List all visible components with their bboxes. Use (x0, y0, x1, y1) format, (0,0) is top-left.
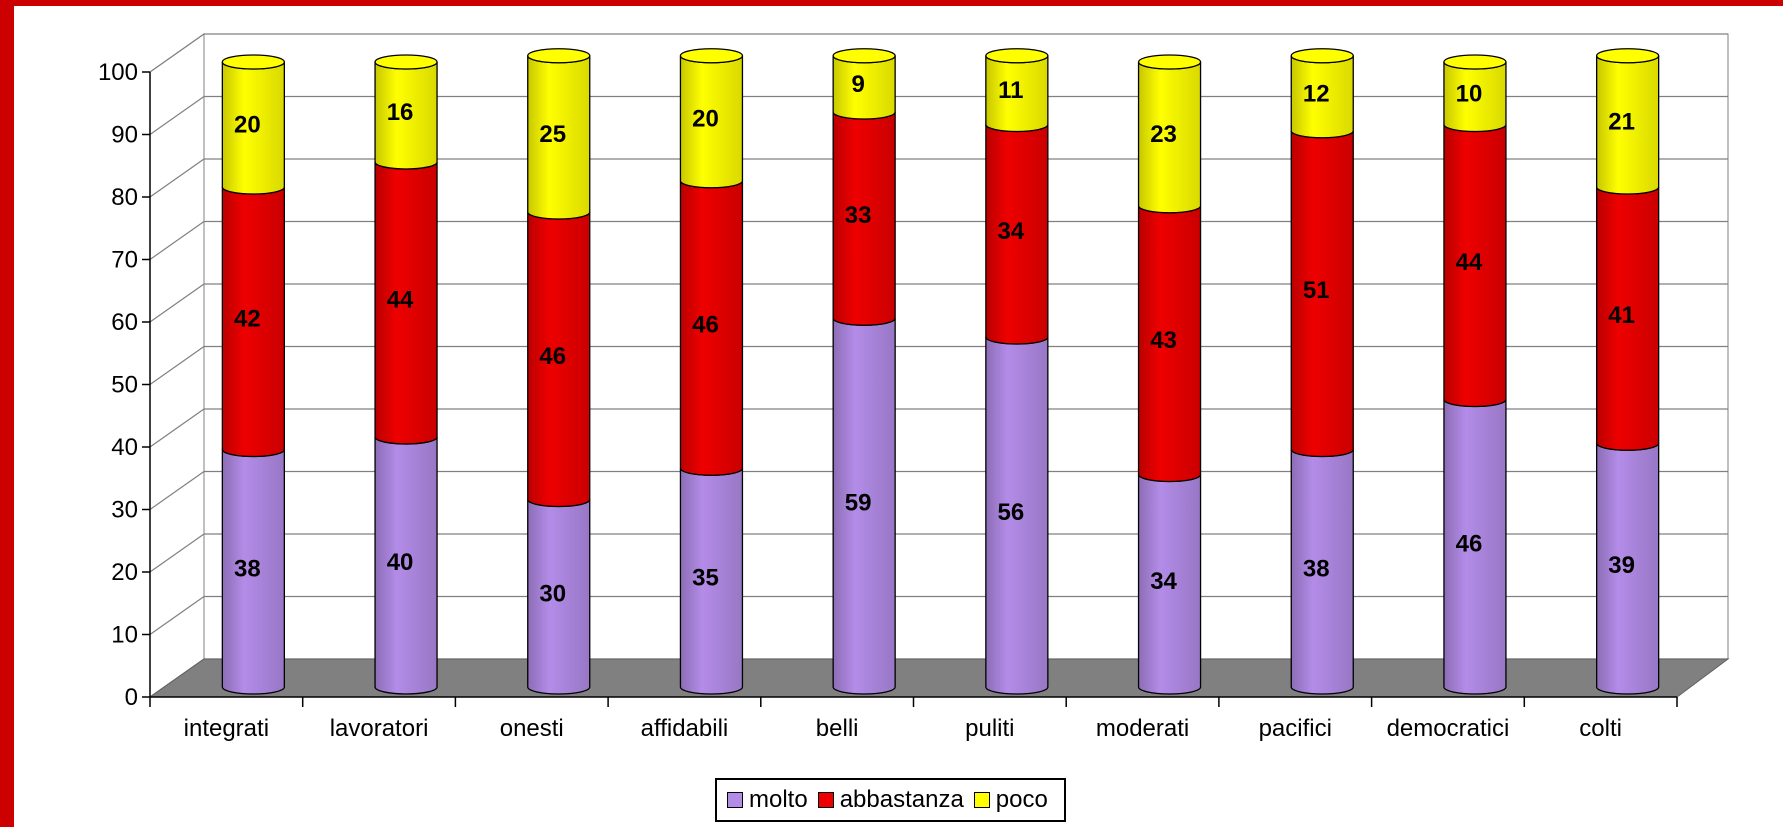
legend-label-molto: molto (749, 786, 808, 813)
data-label-molto-moderati: 34 (1150, 568, 1177, 595)
red-frame-left (0, 0, 14, 827)
data-label-abbastanza-onesti: 46 (539, 343, 566, 370)
gridline (149, 533, 1728, 573)
y-tick-label: 60 (111, 309, 138, 336)
data-label-abbastanza-lavoratori: 44 (387, 287, 414, 314)
bar-top-cap-onesti (527, 48, 591, 64)
legend-swatch-abbastanza (817, 792, 834, 808)
y-tick-label: 40 (111, 434, 138, 461)
y-axis: 0 10 20 30 40 50 60 70 80 90 100 (98, 59, 151, 711)
y-tick-label: 50 (111, 372, 138, 399)
data-label-molto-puliti: 56 (997, 499, 1024, 526)
bar-top-cap-lavoratori (374, 54, 438, 70)
x-tick-label: onesti (500, 715, 564, 742)
legend-label-abbastanza: abbastanza (839, 786, 964, 813)
x-tick-label: democratici (1387, 715, 1510, 742)
x-tick-label: puliti (965, 715, 1014, 742)
data-label-abbastanza-belli: 33 (845, 202, 872, 229)
data-label-molto-integrati: 38 (234, 555, 261, 582)
y-tick-label: 30 (111, 497, 138, 524)
data-label-abbastanza-pacifici: 51 (1303, 277, 1330, 304)
data-label-abbastanza-democratici: 44 (1456, 249, 1483, 276)
legend-item-abbastanza: abbastanza (817, 786, 964, 814)
data-label-poco-democratici: 10 (1456, 80, 1483, 107)
y-tick-label: 90 (111, 122, 138, 149)
bar-top-cap-affidabili (679, 48, 744, 64)
legend-item-poco: poco (973, 786, 1048, 814)
legend-swatch-molto (727, 792, 743, 808)
x-axis: integrati lavoratori onesti affidabili belli… (149, 696, 1678, 742)
legend-swatch-poco (973, 792, 990, 808)
x-tick-label: integrati (184, 715, 269, 742)
gridline (149, 408, 1728, 448)
data-label-molto-onesti: 30 (539, 580, 566, 607)
x-tick-label: affidabili (641, 715, 729, 742)
gridline (149, 33, 1728, 73)
y-tick-label: 70 (111, 247, 138, 274)
x-tick-label: colti (1579, 715, 1622, 742)
data-label-poco-onesti: 25 (539, 121, 566, 148)
gridline (149, 595, 1728, 635)
data-label-poco-colti: 21 (1608, 108, 1635, 135)
legend-item-molto: molto (727, 786, 808, 814)
legend: molto abbastanza poco (715, 778, 1066, 822)
gridline (149, 95, 1728, 135)
bar-top-cap-puliti (985, 48, 1049, 64)
gridline (149, 220, 1728, 260)
data-label-abbastanza-affidabili: 46 (692, 312, 719, 339)
data-label-molto-belli: 59 (845, 490, 872, 517)
red-frame-top (0, 0, 1783, 6)
data-label-poco-integrati: 20 (234, 112, 261, 139)
data-label-poco-lavoratori: 16 (387, 99, 414, 126)
data-label-molto-colti: 39 (1608, 552, 1635, 579)
y-tick-label: 80 (111, 184, 138, 211)
bar-top-cap-belli (832, 48, 896, 64)
y-tick-label: 20 (111, 559, 138, 586)
gridline (149, 345, 1728, 385)
y-tick-label: 0 (125, 684, 138, 711)
data-label-abbastanza-moderati: 43 (1150, 327, 1177, 354)
bar-top-cap-colti (1596, 48, 1660, 64)
data-label-abbastanza-colti: 41 (1608, 302, 1635, 329)
y-tick-label: 100 (98, 59, 138, 86)
data-label-abbastanza-puliti: 34 (997, 218, 1024, 245)
bar-top-cap-pacifici (1290, 48, 1354, 64)
gridline (149, 158, 1728, 198)
x-tick-label: pacifici (1259, 715, 1332, 742)
gridline (149, 283, 1728, 323)
data-label-molto-democratici: 46 (1456, 530, 1483, 557)
data-label-molto-affidabili: 35 (692, 565, 719, 592)
x-tick-label: belli (816, 715, 859, 742)
data-label-poco-belli: 9 (851, 71, 864, 98)
data-label-poco-moderati: 23 (1150, 121, 1177, 148)
bars: 38 42 20 40 44 16 30 46 25 35 46 20 59 33 9 56 34 11 34 43 2… (221, 48, 1660, 695)
data-label-abbastanza-integrati: 42 (234, 305, 261, 332)
x-tick-label: lavoratori (330, 715, 429, 742)
data-label-poco-pacifici: 12 (1303, 80, 1330, 107)
bar-top-cap-integrati (221, 54, 286, 70)
gridline (149, 470, 1728, 510)
legend-label-poco: poco (995, 786, 1048, 813)
data-label-molto-pacifici: 38 (1303, 555, 1330, 582)
x-tick-label: moderati (1096, 715, 1189, 742)
data-label-poco-affidabili: 20 (692, 105, 719, 132)
bar-top-cap-democratici (1443, 54, 1507, 70)
bar-top-cap-moderati (1137, 54, 1202, 70)
data-label-poco-puliti: 11 (998, 77, 1023, 104)
data-label-molto-lavoratori: 40 (387, 549, 414, 576)
y-tick-label: 10 (111, 622, 138, 649)
